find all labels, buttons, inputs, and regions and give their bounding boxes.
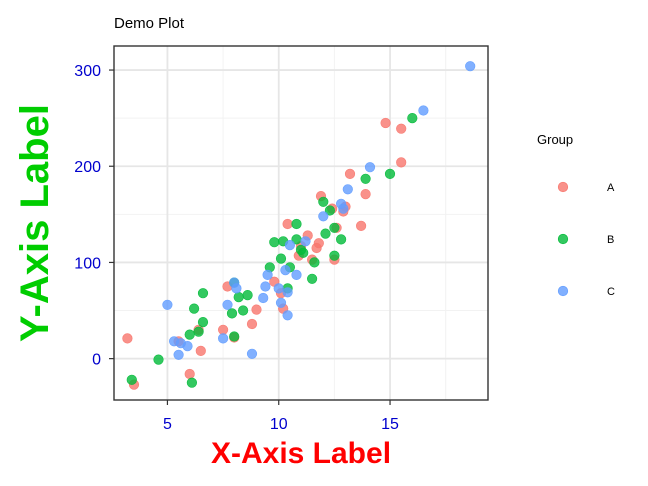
legend-key-c [557, 285, 569, 297]
x-tick-label: 15 [381, 416, 399, 433]
data-point-b [384, 168, 396, 179]
data-point-b [407, 112, 418, 124]
data-point-a [396, 123, 407, 134]
data-point-b [229, 331, 240, 342]
legend-label-b: B [607, 234, 614, 246]
data-point-b [298, 247, 309, 258]
data-point-b [269, 237, 280, 248]
data-point-a [396, 157, 407, 168]
data-points [122, 61, 476, 390]
data-point-b [318, 196, 329, 207]
y-tick-label: 200 [74, 159, 101, 176]
data-point-b [320, 228, 331, 239]
data-point-c [173, 349, 184, 360]
axis-ticks: 5 10 15 0 100 200 300 [74, 63, 399, 433]
data-point-c [231, 283, 242, 294]
x-tick-label: 5 [163, 416, 172, 433]
data-point-b [233, 292, 244, 303]
data-point-b [291, 218, 302, 230]
data-point-b [186, 377, 197, 388]
data-point-b [329, 222, 340, 233]
data-point-c [182, 341, 193, 352]
legend-label-c: C [607, 286, 615, 298]
data-point-c [218, 333, 229, 344]
data-point-b [336, 234, 347, 245]
data-point-a [218, 324, 229, 335]
chart-title: Demo Plot [114, 15, 185, 32]
data-point-c [162, 299, 173, 310]
data-point-a [184, 368, 195, 380]
data-point-b [360, 173, 371, 184]
data-point-c [342, 184, 353, 195]
data-point-a [344, 168, 356, 179]
data-point-b [226, 308, 238, 319]
legend-title: Group [537, 132, 573, 147]
grid-lines [114, 46, 488, 400]
data-point-c [222, 299, 233, 310]
data-point-b [329, 250, 340, 261]
y-tick-label: 0 [92, 352, 101, 369]
data-point-a [246, 318, 258, 330]
data-point-b [153, 354, 164, 365]
data-point-b [275, 253, 287, 264]
data-point-c [258, 292, 269, 304]
plot-border [113, 45, 489, 401]
data-point-b [197, 317, 209, 328]
y-axis-label: Y-Axis Label [13, 104, 57, 342]
data-point-c [246, 348, 258, 359]
x-tick-label: 10 [270, 416, 288, 433]
data-point-b [238, 305, 249, 316]
data-point-a [313, 238, 324, 249]
data-point-b [193, 326, 204, 337]
y-tick-label: 300 [74, 63, 101, 80]
legend-label-a: A [607, 182, 615, 194]
data-point-b [309, 257, 320, 268]
data-point-c [418, 105, 429, 116]
legend-key-a [557, 181, 569, 193]
data-point-c [318, 211, 329, 222]
data-point-c [262, 269, 273, 281]
data-point-a [251, 304, 262, 315]
data-point-b [197, 288, 209, 299]
data-point-c [280, 265, 291, 276]
data-point-b [242, 290, 253, 301]
data-point-c [364, 162, 376, 173]
data-point-c [282, 310, 293, 321]
legend-key-b [557, 233, 569, 245]
data-point-b [189, 303, 200, 314]
data-point-b [126, 374, 137, 385]
data-point-b [184, 329, 195, 340]
data-point-a [282, 218, 293, 230]
y-tick-label: 100 [74, 255, 101, 272]
data-point-b [307, 273, 318, 284]
data-point-c [465, 61, 476, 72]
data-point-c [260, 281, 271, 292]
x-axis-label: X-Axis Label [211, 437, 391, 470]
data-point-a [195, 345, 206, 357]
data-point-a [360, 189, 371, 200]
data-point-b [324, 205, 336, 216]
data-point-a [122, 333, 133, 344]
data-point-c [282, 287, 293, 298]
data-point-c [284, 240, 296, 251]
data-point-a [380, 117, 391, 129]
data-point-c [336, 198, 347, 209]
data-point-a [356, 220, 367, 231]
data-point-c [275, 297, 287, 308]
data-point-c [300, 236, 311, 247]
data-point-c [273, 283, 284, 294]
data-point-c [291, 269, 302, 281]
legend: Group A B C [537, 132, 615, 298]
